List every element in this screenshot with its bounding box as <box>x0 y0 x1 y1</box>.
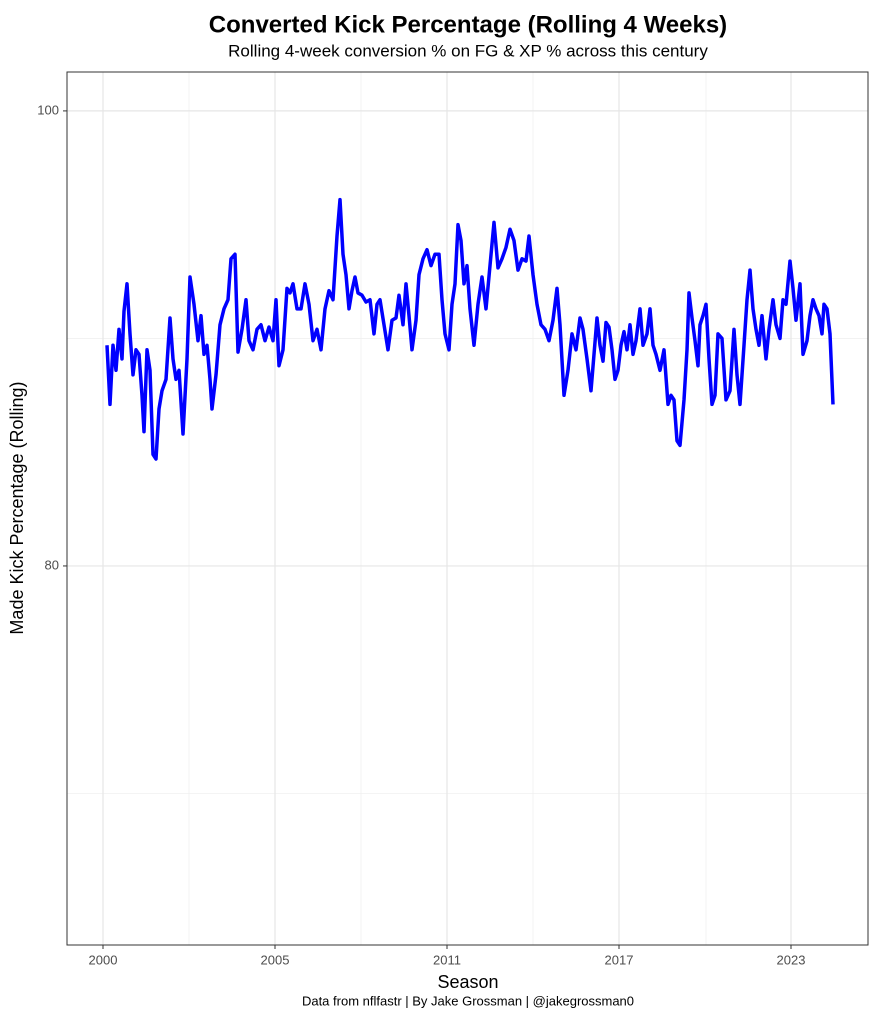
x-tick-label: 2017 <box>605 952 634 967</box>
chart-subtitle: Rolling 4-week conversion % on FG & XP %… <box>228 41 708 60</box>
x-axis-title: Season <box>437 972 498 992</box>
x-tick-label: 2011 <box>433 952 461 967</box>
caption: Data from nflfastr | By Jake Grossman | … <box>302 993 634 1008</box>
y-tick-label: 100 <box>37 102 59 117</box>
plot-border <box>66 71 869 946</box>
y-tick-label: 80 <box>45 557 59 572</box>
data-line <box>105 197 835 461</box>
chart-title: Converted Kick Percentage (Rolling 4 Wee… <box>209 11 727 38</box>
x-tick-label: 2005 <box>261 952 290 967</box>
x-tick-label: 2023 <box>777 952 806 967</box>
x-tick-label: 2000 <box>89 952 118 967</box>
y-axis-title: Made Kick Percentage (Rolling) <box>7 381 27 634</box>
